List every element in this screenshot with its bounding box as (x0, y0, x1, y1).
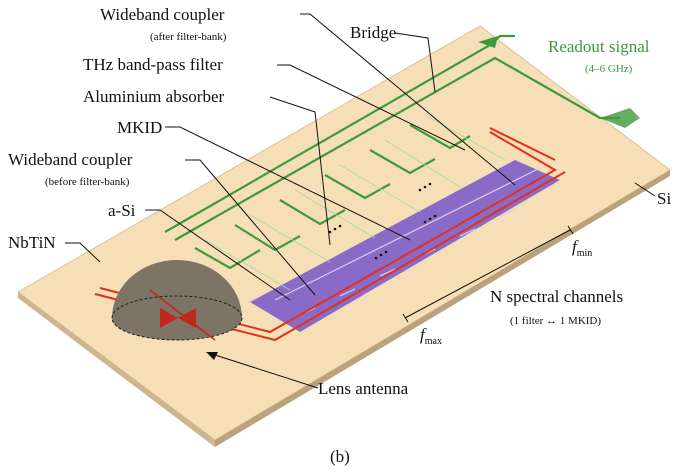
label: Lens antenna (318, 379, 409, 398)
label: THz band-pass filter (83, 55, 223, 74)
note: (after filter-bank) (150, 31, 227, 43)
note: (before filter-bank) (45, 176, 130, 188)
label: Si (657, 189, 671, 208)
label: a-Si (108, 201, 136, 220)
subscript: max (425, 336, 442, 347)
label: Readout signal (548, 37, 650, 56)
diagram: Wideband coupler (after filter-bank) Bri… (0, 0, 687, 472)
subscript: min (577, 248, 593, 259)
label: NbTiN (8, 233, 56, 252)
label: MKID (117, 118, 162, 137)
note: (1 filter ↔ 1 MKID) (510, 315, 601, 327)
label: Bridge (350, 23, 396, 42)
label: Wideband coupler (100, 5, 225, 24)
label: N spectral channels (490, 287, 623, 306)
caption: (b) (330, 447, 350, 466)
f-min: fmin (572, 237, 592, 259)
label: Wideband coupler (8, 150, 133, 169)
f-max: fmax (420, 325, 442, 347)
label: Aluminium absorber (83, 87, 225, 106)
note: (4–6 GHz) (585, 63, 633, 75)
